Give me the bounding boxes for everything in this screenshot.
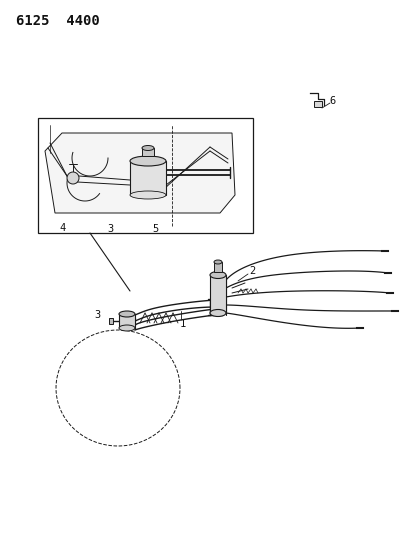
Bar: [210, 275, 226, 313]
Ellipse shape: [130, 191, 166, 199]
Text: 1: 1: [180, 319, 186, 329]
Bar: [119, 314, 135, 328]
Bar: [214, 262, 222, 272]
Polygon shape: [45, 133, 235, 213]
Ellipse shape: [214, 260, 222, 264]
Bar: [314, 101, 322, 107]
Text: 4: 4: [60, 223, 66, 233]
Circle shape: [67, 172, 79, 184]
Text: 2: 2: [249, 266, 255, 276]
Text: 6: 6: [329, 96, 335, 106]
Ellipse shape: [210, 310, 226, 317]
Bar: [130, 161, 166, 195]
Text: 5: 5: [152, 224, 158, 234]
Bar: [38, 118, 253, 233]
Ellipse shape: [119, 311, 135, 317]
Bar: [142, 148, 154, 156]
Ellipse shape: [142, 146, 154, 150]
Text: 3: 3: [107, 224, 113, 234]
Ellipse shape: [210, 271, 226, 279]
Text: 3: 3: [94, 310, 100, 320]
Bar: [109, 318, 113, 324]
Ellipse shape: [130, 156, 166, 166]
Text: 6125  4400: 6125 4400: [16, 14, 100, 28]
Ellipse shape: [119, 325, 135, 331]
